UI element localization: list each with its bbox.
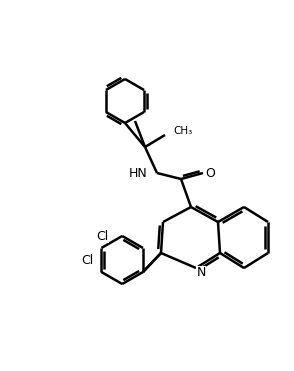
Text: HN: HN: [128, 167, 147, 180]
Text: O: O: [205, 167, 215, 180]
Text: CH₃: CH₃: [173, 126, 192, 136]
Text: Cl: Cl: [81, 253, 93, 266]
Text: N: N: [196, 266, 206, 279]
Text: Cl: Cl: [96, 230, 108, 243]
